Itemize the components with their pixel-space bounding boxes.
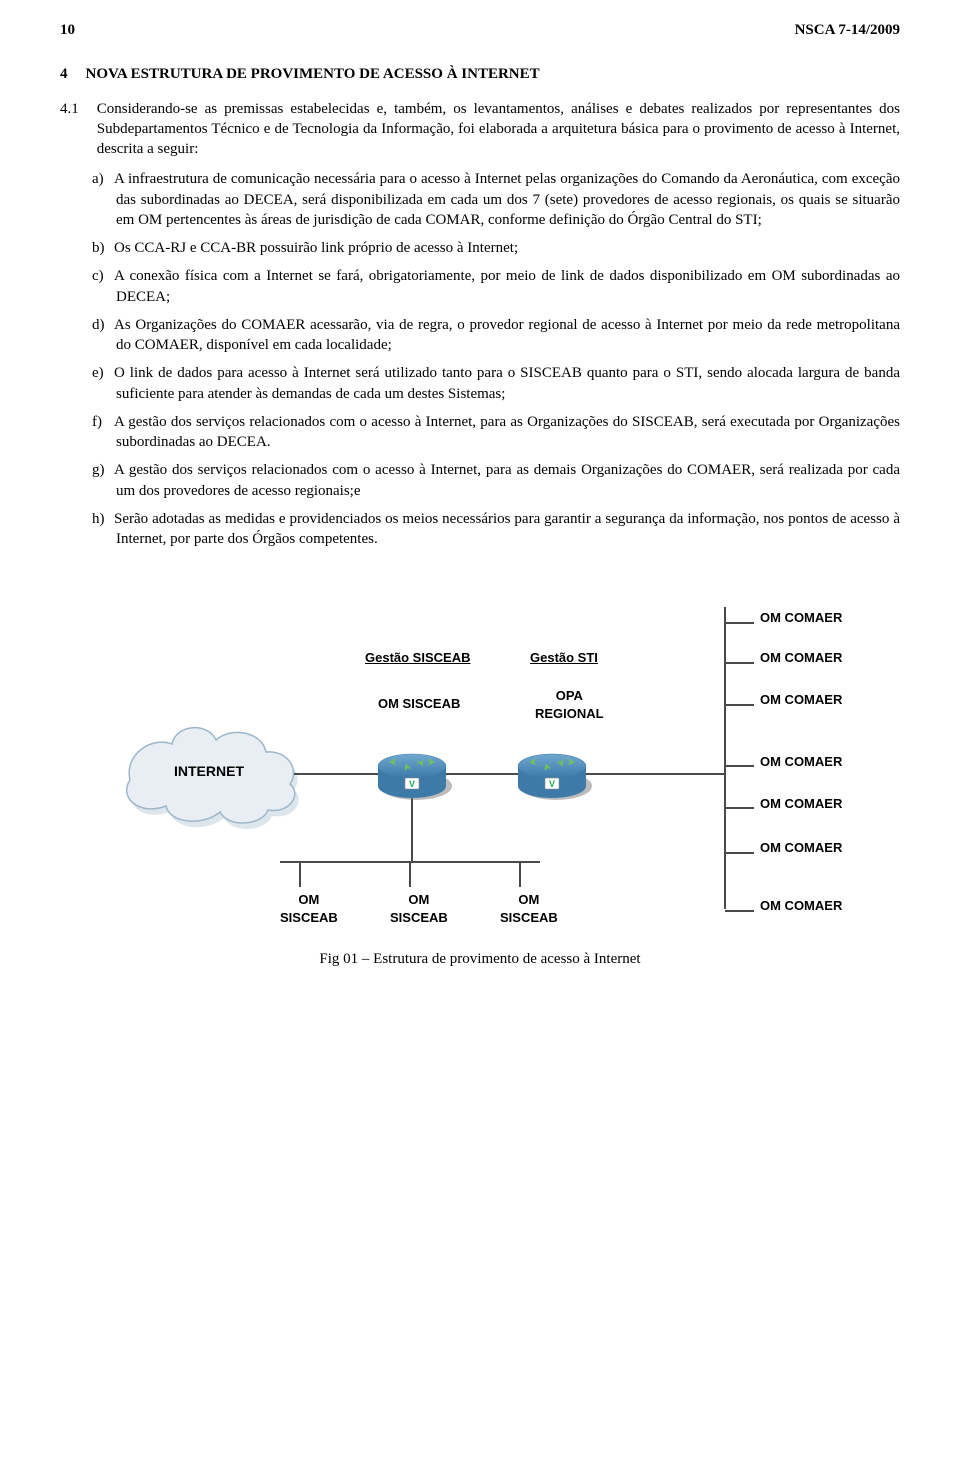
label-om-comaer-5: OM COMAER [760, 795, 842, 813]
list-text: A gestão dos serviços relacionados com o… [114, 414, 900, 450]
label-om-comaer-6: OM COMAER [760, 839, 842, 857]
diagram-caption: Fig 01 – Estrutura de provimento de aces… [60, 949, 900, 969]
label-om-sisceab-top: OM SISCEAB [378, 695, 460, 713]
doc-reference: NSCA 7-14/2009 [795, 20, 900, 40]
label-om-comaer-7: OM COMAER [760, 897, 842, 915]
network-diagram: VV Gestão SISCEAB Gestão STI OM SISCEAB … [100, 577, 860, 937]
label-gestao-sisceab: Gestão SISCEAB [365, 649, 470, 667]
list-marker: e) [92, 363, 114, 383]
list-item: h)Serão adotadas as medidas e providenci… [92, 509, 900, 550]
list-item: d)As Organizações do COMAER acessarão, v… [92, 315, 900, 356]
intro-text: Considerando-se as premissas estabelecid… [97, 99, 900, 160]
list-text: As Organizações do COMAER acessarão, via… [114, 317, 900, 353]
label-opa-regional: OPA REGIONAL [535, 687, 604, 722]
list-marker: b) [92, 238, 114, 258]
list-text: O link de dados para acesso à Internet s… [114, 365, 900, 401]
section-number: 4 [60, 64, 68, 84]
label-om-comaer-4: OM COMAER [760, 753, 842, 771]
list-text: A gestão dos serviços relacionados com o… [114, 462, 900, 498]
label-om-sisceab-b1: OM SISCEAB [280, 891, 338, 926]
list-text: Serão adotadas as medidas e providenciad… [114, 511, 900, 547]
svg-text:V: V [549, 779, 555, 789]
list-item: e)O link de dados para acesso à Internet… [92, 363, 900, 404]
label-om-comaer-3: OM COMAER [760, 691, 842, 709]
label-internet: INTERNET [174, 762, 244, 781]
label-om-comaer-2: OM COMAER [760, 649, 842, 667]
list-marker: c) [92, 266, 114, 286]
diagram-svg: VV [100, 577, 860, 937]
list-text: A infraestrutura de comunicação necessár… [114, 171, 900, 228]
label-om-sisceab-b2: OM SISCEAB [390, 891, 448, 926]
list-marker: f) [92, 412, 114, 432]
svg-text:V: V [409, 779, 415, 789]
item-list: a)A infraestrutura de comunicação necess… [60, 169, 900, 549]
list-text: A conexão física com a Internet se fará,… [114, 268, 900, 304]
list-marker: g) [92, 460, 114, 480]
page-number: 10 [60, 20, 75, 40]
list-item: f)A gestão dos serviços relacionados com… [92, 412, 900, 453]
list-marker: d) [92, 315, 114, 335]
section-title: NOVA ESTRUTURA DE PROVIMENTO DE ACESSO À… [86, 64, 540, 84]
list-marker: a) [92, 169, 114, 189]
label-om-comaer-1: OM COMAER [760, 609, 842, 627]
label-om-sisceab-b3: OM SISCEAB [500, 891, 558, 926]
list-item: g)A gestão dos serviços relacionados com… [92, 460, 900, 501]
label-gestao-sti: Gestão STI [530, 649, 598, 667]
list-item: a)A infraestrutura de comunicação necess… [92, 169, 900, 230]
list-text: Os CCA-RJ e CCA-BR possuirão link própri… [114, 240, 518, 256]
list-marker: h) [92, 509, 114, 529]
list-item: b)Os CCA-RJ e CCA-BR possuirão link próp… [92, 238, 900, 258]
list-item: c)A conexão física com a Internet se far… [92, 266, 900, 307]
intro-number: 4.1 [60, 99, 79, 160]
